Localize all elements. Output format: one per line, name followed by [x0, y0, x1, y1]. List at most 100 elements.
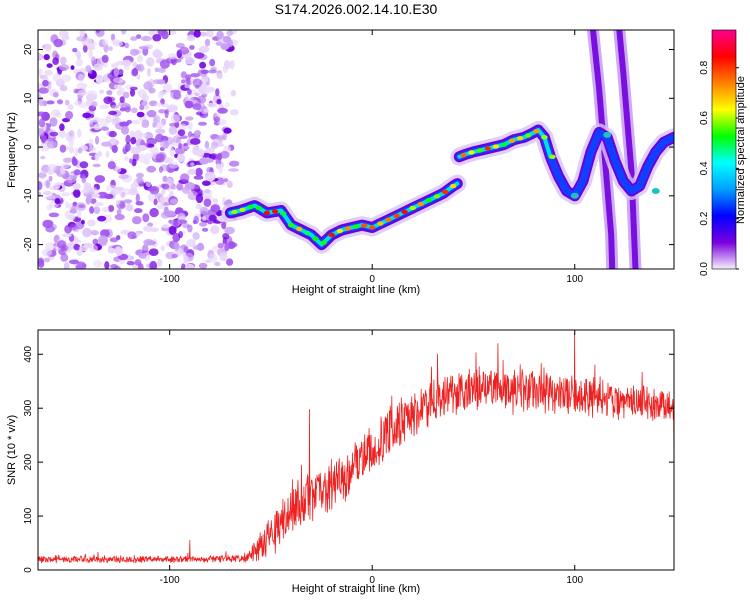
- noise-blob: [108, 46, 113, 51]
- noise-blob: [144, 152, 153, 160]
- noise-blob: [221, 221, 227, 230]
- noise-blob: [162, 209, 174, 217]
- noise-blob: [178, 231, 184, 239]
- noise-blob: [95, 30, 100, 34]
- noise-blob: [192, 237, 197, 247]
- noise-blob: [115, 247, 123, 256]
- noise-blob: [95, 74, 104, 84]
- noise-blob: [100, 126, 110, 131]
- noise-blob: [70, 65, 75, 70]
- noise-blob: [73, 189, 81, 198]
- noise-blob: [75, 261, 87, 269]
- noise-blob: [159, 195, 165, 206]
- ridge-blob: [328, 232, 335, 238]
- noise-blob: [146, 137, 158, 145]
- noise-blob: [224, 226, 235, 235]
- noise-blob: [95, 135, 100, 145]
- colorbar-tick-label: 0.6: [699, 111, 710, 125]
- ridge-blob: [304, 230, 311, 236]
- noise-blob: [187, 169, 197, 175]
- noise-blob: [88, 146, 97, 152]
- ridge-blob: [425, 198, 433, 203]
- noise-blob: [93, 202, 104, 207]
- noise-blob: [47, 170, 54, 175]
- noise-blob: [213, 116, 221, 123]
- noise-blob: [134, 208, 143, 214]
- noise-blob: [68, 224, 78, 231]
- noise-blob: [80, 219, 85, 225]
- noise-blob: [58, 64, 70, 71]
- noise-blob: [97, 215, 107, 222]
- noise-blob: [153, 115, 161, 124]
- noise-blob: [143, 239, 155, 246]
- noise-blob: [141, 100, 149, 107]
- noise-blob: [142, 244, 149, 254]
- noise-blob: [152, 122, 157, 128]
- noise-blob: [124, 156, 129, 161]
- noise-blob: [177, 123, 188, 131]
- noise-blob: [219, 252, 228, 262]
- y-tick-label: -20: [23, 237, 34, 252]
- noise-blob: [76, 239, 82, 244]
- noise-blob: [46, 63, 53, 68]
- colorbar: 0.0 0.2 0.4 0.6 0.8 Normalized spectral ampl…: [699, 29, 747, 276]
- noise-blob: [43, 54, 50, 61]
- noise-blob: [38, 87, 49, 94]
- noise-blob: [146, 110, 157, 118]
- noise-blob: [149, 260, 158, 269]
- noise-blob: [40, 155, 46, 160]
- noise-blob: [115, 166, 122, 173]
- noise-blob: [69, 130, 75, 138]
- ridge-blob: [336, 228, 343, 234]
- colorbar-tick-label: 0.4: [699, 161, 710, 175]
- noise-blob: [131, 68, 139, 77]
- noise-blob: [158, 90, 167, 96]
- noise-blob: [168, 125, 178, 135]
- noise-blob: [66, 242, 74, 248]
- noise-blob: [186, 34, 196, 42]
- noise-blob: [99, 104, 109, 110]
- y-tick-label: 400: [23, 345, 34, 362]
- noise-blob: [183, 246, 189, 253]
- noise-blob: [93, 206, 101, 214]
- ridge-blob: [500, 142, 508, 147]
- ridge-blob: [409, 205, 416, 211]
- ridge-blob: [508, 138, 516, 143]
- noise-blob: [108, 130, 117, 138]
- noise-blob: [69, 146, 74, 154]
- noise-blob: [90, 198, 97, 205]
- noise-blob: [106, 90, 113, 96]
- noise-blob: [159, 59, 170, 69]
- snr-panel: -100 0 100 0 100 200 300 400 Height of straigh…: [6, 329, 675, 595]
- noise-blob: [185, 93, 194, 103]
- colorbar-gradient: [711, 29, 737, 270]
- y-tick-label: -10: [23, 188, 34, 203]
- noise-blob: [89, 206, 95, 214]
- noise-blob: [47, 163, 57, 172]
- noise-blob: [160, 245, 165, 252]
- noise-blob: [113, 77, 124, 84]
- noise-blob: [199, 206, 209, 215]
- noise-blob: [98, 89, 105, 94]
- noise-blob: [217, 135, 225, 140]
- noise-blob: [227, 39, 234, 48]
- noise-blob: [152, 49, 162, 58]
- noise-blob: [48, 186, 59, 191]
- noise-blob: [111, 187, 122, 195]
- noise-blob: [59, 144, 67, 153]
- noise-blob: [59, 123, 65, 131]
- noise-blob: [204, 158, 214, 163]
- noise-blob: [208, 214, 217, 221]
- noise-blob: [148, 30, 158, 36]
- noise-blob: [119, 96, 125, 104]
- noise-blob: [179, 46, 190, 55]
- noise-blob: [120, 192, 126, 198]
- noise-blob: [103, 96, 113, 105]
- bottom-x-axis-label: Height of straight line (km): [292, 583, 420, 595]
- noise-blob: [138, 45, 150, 50]
- noise-blob: [131, 107, 138, 114]
- noise-blob: [92, 163, 101, 168]
- noise-blob: [79, 30, 85, 38]
